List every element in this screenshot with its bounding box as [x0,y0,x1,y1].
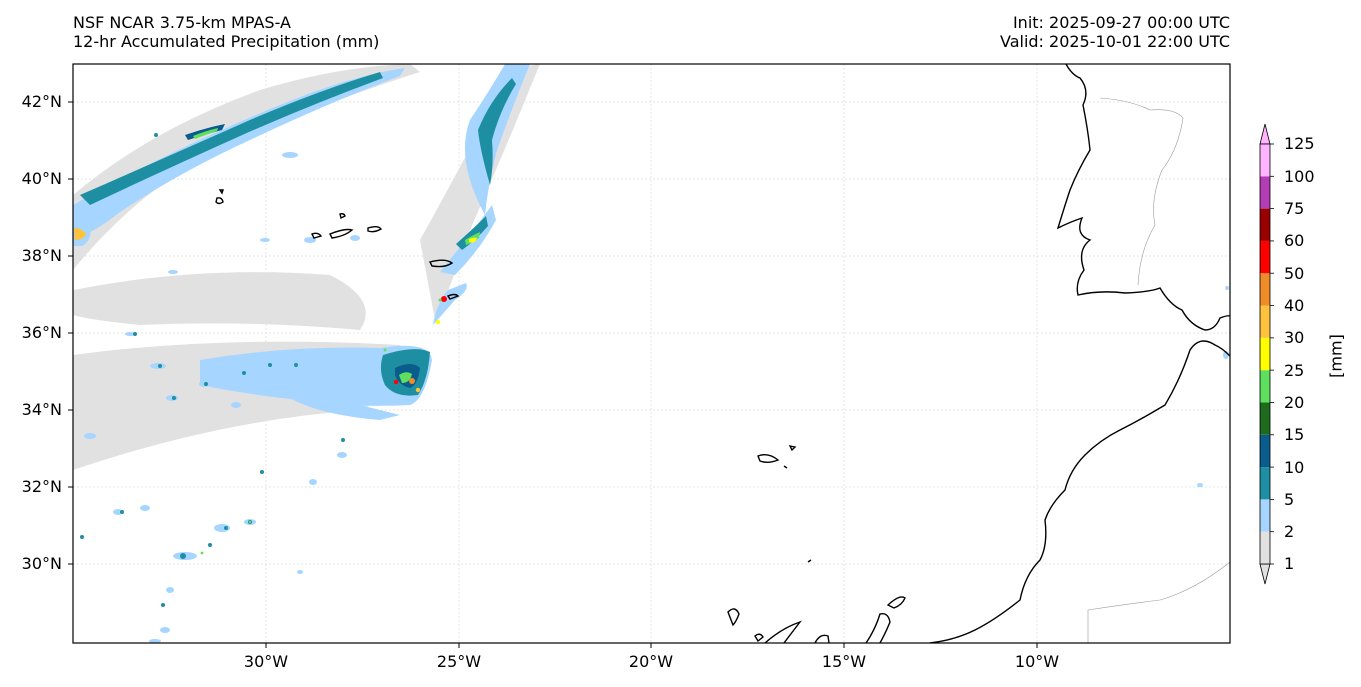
colorbar-label: 20 [1284,393,1305,412]
lat-label-38n: 38°N [21,246,62,265]
lon-label-30w: 30°W [243,652,289,671]
country-borders [1087,97,1230,643]
colorbar-label: 1 [1284,554,1295,573]
colorbar-segment [1260,467,1270,500]
colorbar-segment [1260,499,1270,532]
colorbar-frame [1259,143,1271,565]
colorbar-segment [1260,370,1270,403]
colorbar-segment [1260,144,1270,177]
colorbar-label: 2 [1284,522,1295,541]
colorbar-label: 25 [1284,361,1305,380]
lat-label-40n: 40°N [21,169,62,188]
colorbar-label: 15 [1284,425,1305,444]
colorbar-segment [1260,240,1270,274]
colorbar-label: 5 [1284,490,1295,509]
lat-label-36n: 36°N [21,323,62,342]
coastlines [215,64,1230,643]
colorbar-segment [1260,434,1270,468]
colorbar-label: 50 [1284,264,1305,283]
colorbar-label: 75 [1284,199,1305,218]
lon-label-10w: 10°W [1014,652,1060,671]
lon-label-15w: 15°W [821,652,867,671]
field-title: 12-hr Accumulated Precipitation (mm) [73,32,380,51]
valid-time: Valid: 2025-10-01 22:00 UTC [999,32,1230,51]
colorbar-label: 100 [1284,167,1315,186]
colorbar-segment [1260,273,1270,306]
lat-label-42n: 42°N [21,92,62,111]
map-title-left: NSF NCAR 3.75-km MPAS-A 12-hr Accumulate… [73,13,379,51]
colorbar-extend-max [1259,123,1271,145]
colorbar-extend-min [1259,563,1271,585]
init-time: Init: 2025-09-27 00:00 UTC [1012,13,1230,32]
lat-label-30n: 30°N [21,554,62,573]
colorbar-label: 125 [1284,134,1315,153]
lat-label-32n: 32°N [21,477,62,496]
lon-label-20w: 20°W [628,652,674,671]
colorbar-unit-label: [mm] [1326,334,1346,378]
precipitation-field [73,64,1229,643]
colorbar-segment [1260,208,1270,241]
colorbar-label: 30 [1284,328,1305,347]
colorbar-segment [1260,176,1270,209]
colorbar-segment [1260,531,1270,564]
colorbar-label: 10 [1284,458,1305,477]
colorbar-label: 60 [1284,231,1305,250]
colorbar [1259,123,1274,585]
colorbar-segment [1260,337,1270,371]
lat-label-34n: 34°N [21,400,62,419]
lon-label-25w: 25°W [436,652,482,671]
map-title-right: Init: 2025-09-27 00:00 UTC Valid: 2025-1… [1000,13,1230,51]
axis-ticks [68,101,1038,648]
colorbar-segment [1260,305,1270,338]
colorbar-label: 40 [1284,296,1305,315]
colorbar-segment [1260,402,1270,435]
model-title: NSF NCAR 3.75-km MPAS-A [73,13,291,32]
